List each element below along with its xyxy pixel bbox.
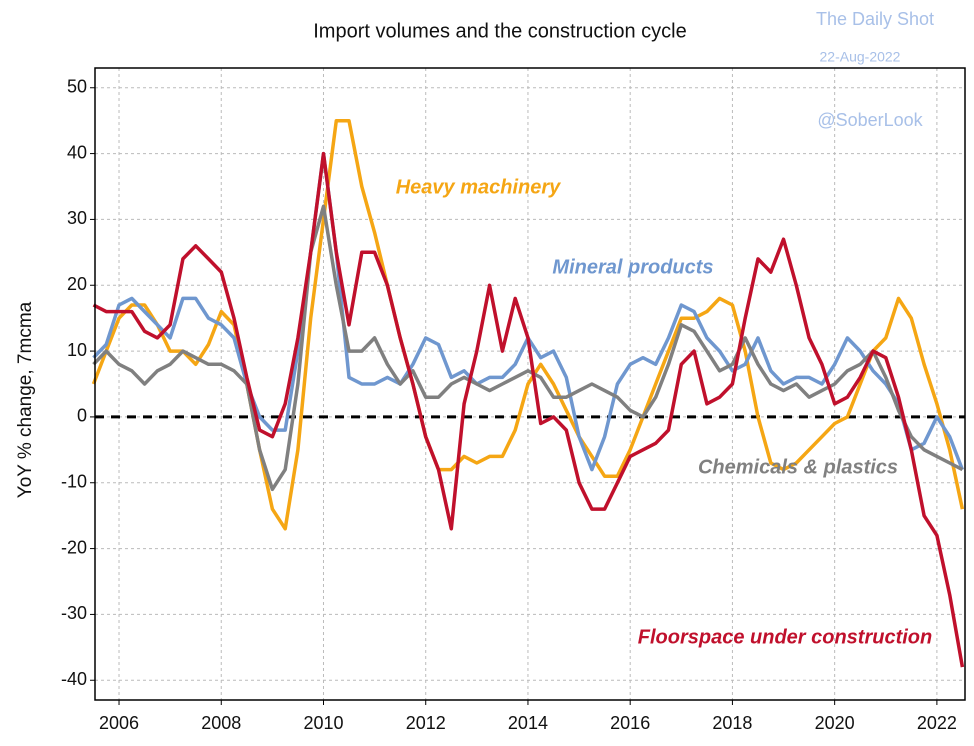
- x-tick-label: 2006: [99, 713, 139, 733]
- chart-title: Import volumes and the construction cycl…: [313, 20, 687, 42]
- y-tick-label: 20: [67, 274, 87, 294]
- y-tick-label: 30: [67, 208, 87, 228]
- y-tick-label: 10: [67, 340, 87, 360]
- x-tick-label: 2014: [508, 713, 548, 733]
- watermark: The Daily Shot: [816, 9, 934, 29]
- x-tick-label: 2008: [201, 713, 241, 733]
- y-tick-label: -20: [61, 537, 87, 557]
- series-line: [92, 204, 964, 492]
- y-axis-label: YoY % change, 7mcma: [15, 301, 36, 498]
- x-tick-label: 2022: [917, 713, 957, 733]
- legend-label: Heavy machinery: [396, 176, 561, 198]
- y-tick-label: 0: [77, 406, 87, 426]
- plot-frame: [94, 67, 966, 701]
- x-tick-label: 2012: [406, 713, 446, 733]
- y-tick-label: 40: [67, 142, 87, 162]
- watermark: @SoberLook: [817, 110, 923, 130]
- y-tick-label: -40: [61, 669, 87, 689]
- legend-label: Chemicals & plastics: [698, 456, 898, 478]
- x-tick-label: 2018: [712, 713, 752, 733]
- series-line: [92, 151, 965, 668]
- y-tick-label: -30: [61, 603, 87, 623]
- y-tick-label: 50: [67, 77, 87, 97]
- x-tick-label: 2010: [303, 713, 343, 733]
- x-tick-label: 2016: [610, 713, 650, 733]
- y-tick-label: -10: [61, 472, 87, 492]
- legend-label: Mineral products: [552, 256, 713, 278]
- legend-label: Floorspace under construction: [638, 626, 932, 648]
- watermark: 22-Aug-2022: [820, 49, 901, 65]
- x-tick-label: 2020: [815, 713, 855, 733]
